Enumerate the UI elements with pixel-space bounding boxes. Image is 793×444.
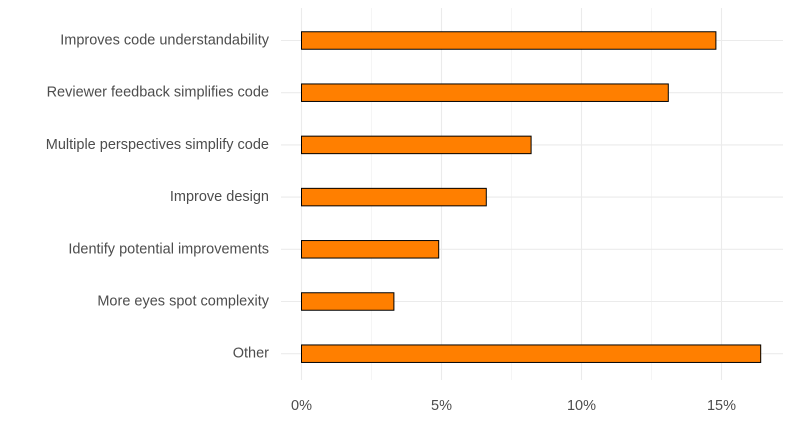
bar [301, 344, 762, 363]
bar-layer [301, 31, 762, 363]
bar [301, 135, 532, 155]
x-tick-label: 5% [431, 398, 452, 414]
category-label: Improve design [170, 189, 269, 205]
bar [301, 240, 440, 259]
x-tick-label: 10% [567, 398, 596, 414]
bar [301, 31, 717, 50]
category-label: Other [233, 346, 269, 362]
x-tick-label-layer: 0% 5% 10% 15% [291, 398, 736, 414]
category-label: Multiple perspectives simplify code [46, 137, 269, 153]
x-tick-label: 15% [707, 398, 736, 414]
category-label: Improves code understandability [60, 33, 270, 49]
bar [301, 187, 487, 207]
bar [301, 83, 669, 102]
bar [301, 292, 395, 311]
category-label: Identify potential improvements [68, 241, 269, 257]
category-label-layer: Improves code understandability Reviewer … [46, 33, 270, 362]
x-tick-label: 0% [291, 398, 312, 414]
category-label: More eyes spot complexity [97, 294, 269, 310]
category-label: Reviewer feedback simplifies code [47, 85, 269, 101]
